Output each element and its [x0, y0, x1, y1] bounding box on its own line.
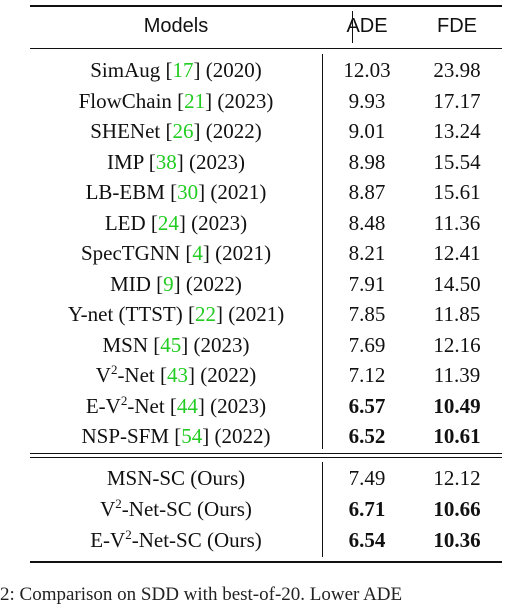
fde-value: 17.17 — [433, 88, 481, 113]
model-name: NSP-SFM [54] (2022) — [81, 424, 271, 448]
fde-value: 11.85 — [433, 302, 481, 326]
ade-value: 6.57 — [348, 393, 386, 418]
fde-value: 13.24 — [433, 119, 481, 143]
ade-value: 7.49 — [348, 466, 386, 490]
model-name: Y-net (TTST) [22] (2021) — [67, 302, 285, 326]
table-row: SimAug [17] (2020) 12.03 23.98 — [30, 55, 502, 85]
fde-value: 12.16 — [433, 332, 481, 357]
fde-value: 11.36 — [433, 210, 481, 235]
citation-link[interactable]: 26 — [172, 119, 194, 143]
section-rule-bottom — [30, 457, 502, 459]
fde-value: 11.39 — [433, 363, 481, 387]
table-bottom-rule — [30, 561, 502, 563]
ade-value: 8.21 — [348, 241, 386, 265]
model-name: E-V2-Net-SC (Ours) — [90, 527, 262, 552]
ade-value: 7.69 — [348, 332, 386, 357]
model-name: MSN-SC (Ours) — [106, 466, 246, 490]
header-models: Models — [143, 15, 209, 37]
fde-value: 15.61 — [433, 180, 481, 204]
citation-link[interactable]: 4 — [192, 241, 203, 265]
model-name: SHENet [26] (2022) — [90, 119, 262, 143]
header-rule — [30, 48, 502, 50]
model-name: LED [24] (2023) — [104, 210, 248, 235]
table-header: Models ADE FDE — [30, 11, 502, 41]
citation-link[interactable]: 30 — [177, 180, 199, 204]
fde-value: 23.98 — [433, 58, 481, 82]
ade-value: 8.87 — [348, 180, 386, 204]
citation-link[interactable]: 43 — [167, 363, 188, 387]
citation-link[interactable]: 45 — [160, 332, 182, 357]
citation-link[interactable]: 9 — [163, 271, 174, 296]
column-separator — [322, 54, 324, 449]
citation-link[interactable]: 21 — [184, 88, 206, 113]
fde-value: 14.50 — [433, 271, 481, 296]
ade-value: 12.03 — [343, 58, 391, 82]
model-name: IMP [38] (2023) — [106, 149, 246, 174]
section-rule-top — [30, 453, 502, 455]
fde-value: 10.61 — [433, 424, 481, 448]
ade-value: 7.85 — [348, 302, 386, 326]
fde-value: 10.66 — [433, 497, 481, 521]
table-row: MID [9] (2022) 7.91 14.50 — [30, 269, 502, 299]
table-row: LB-EBM [30] (2021) 8.87 15.61 — [30, 177, 502, 207]
table-row: IMP [38] (2023) 8.98 15.54 — [30, 147, 502, 177]
table-row: FlowChain [21] (2023) 9.93 17.17 — [30, 86, 502, 116]
table-row: E-V2-Net [44] (2023) 6.57 10.49 — [30, 391, 502, 421]
ade-value: 6.52 — [348, 424, 386, 448]
table-row: SpecTGNN [4] (2021) 8.21 12.41 — [30, 238, 502, 268]
model-name: MSN [45] (2023) — [102, 332, 250, 357]
header-fde: FDE — [437, 15, 477, 37]
table-top-rule — [30, 5, 502, 7]
column-separator — [352, 11, 354, 43]
model-name: E-V2-Net [44] (2023) — [85, 392, 267, 418]
fde-value: 15.54 — [433, 149, 481, 174]
citation-link[interactable]: 44 — [176, 393, 198, 418]
table-row-ours: MSN-SC (Ours) 7.49 12.12 — [30, 463, 502, 493]
citation-link[interactable]: 22 — [194, 302, 216, 326]
citation-link[interactable]: 38 — [155, 149, 177, 174]
table-row: SHENet [26] (2022) 9.01 13.24 — [30, 116, 502, 146]
table-row: Y-net (TTST) [22] (2021) 7.85 11.85 — [30, 299, 502, 329]
model-name: LB-EBM [30] (2021) — [85, 180, 267, 204]
fde-value: 12.41 — [433, 241, 481, 265]
ade-value: 9.93 — [348, 88, 386, 113]
table-row: MSN [45] (2023) 7.69 12.16 — [30, 330, 502, 360]
model-name: V2-Net [43] (2022) — [95, 362, 257, 387]
table-row: LED [24] (2023) 8.48 11.36 — [30, 208, 502, 238]
ade-value: 7.91 — [348, 271, 386, 296]
model-name: SpecTGNN [4] (2021) — [80, 241, 272, 265]
fde-value: 12.12 — [433, 466, 481, 490]
header-ade: ADE — [346, 15, 388, 37]
table-caption: 2: Comparison on SDD with best-of-20. Lo… — [0, 584, 403, 605]
citation-link[interactable]: 54 — [181, 424, 203, 448]
ade-value: 6.54 — [348, 528, 386, 552]
model-name: FlowChain [21] (2023) — [78, 88, 274, 113]
ade-value: 7.12 — [348, 363, 386, 387]
fde-value: 10.49 — [433, 393, 481, 418]
ade-value: 9.01 — [348, 119, 386, 143]
column-separator — [322, 462, 324, 557]
ade-value: 8.48 — [348, 210, 386, 235]
table-row-ours: V2-Net-SC (Ours) 6.71 10.66 — [30, 494, 502, 524]
table-row-ours: E-V2-Net-SC (Ours) 6.54 10.36 — [30, 525, 502, 555]
ade-value: 6.71 — [348, 497, 386, 521]
table-row: NSP-SFM [54] (2022) 6.52 10.61 — [30, 421, 502, 451]
fde-value: 10.36 — [433, 528, 481, 552]
model-name: SimAug [17] (2020) — [90, 58, 262, 82]
ade-value: 8.98 — [348, 149, 386, 174]
table-row: V2-Net [43] (2022) 7.12 11.39 — [30, 360, 502, 390]
model-name: MID [9] (2022) — [110, 271, 242, 296]
citation-link[interactable]: 24 — [157, 210, 179, 235]
citation-link[interactable]: 17 — [172, 58, 194, 82]
model-name: V2-Net-SC (Ours) — [100, 496, 252, 521]
